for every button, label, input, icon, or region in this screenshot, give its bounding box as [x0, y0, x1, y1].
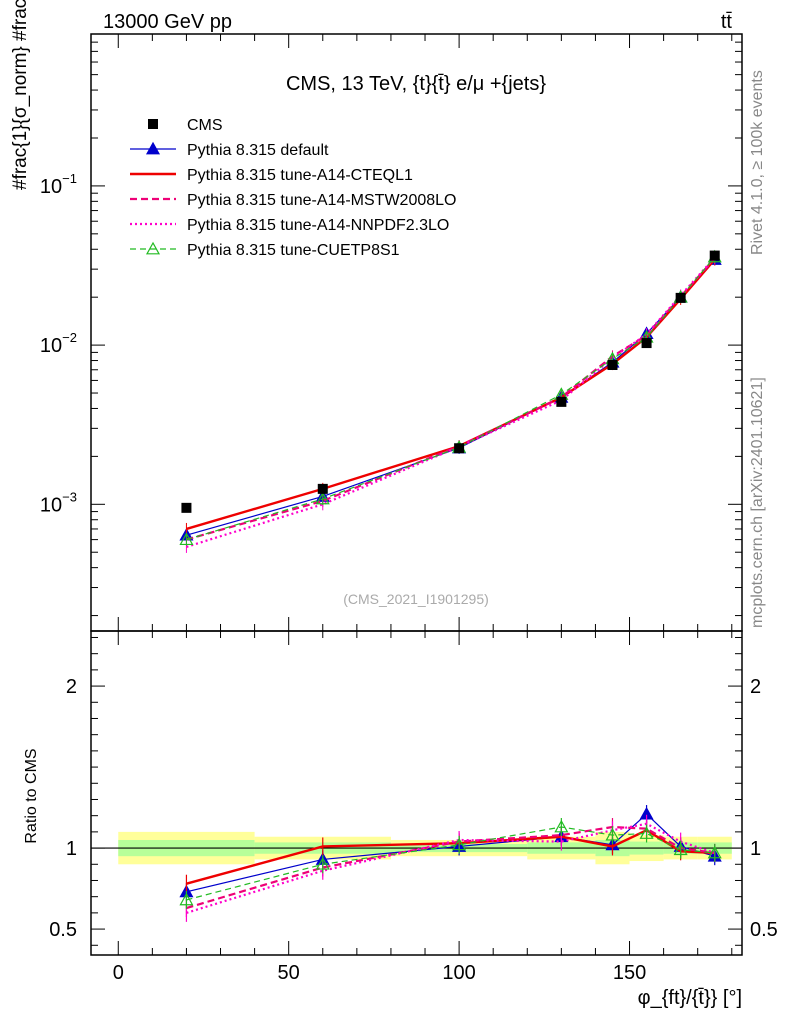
- legend-label: Pythia 8.315 tune-A14-NNPDF2.3LO: [187, 217, 449, 234]
- mcplots-label: mcplots.cern.ch [arXiv:2401.10621]: [749, 377, 766, 628]
- ratio-y-axis-label: Ratio to CMS: [23, 748, 40, 843]
- ratio-marker: [315, 857, 330, 870]
- data-point: [454, 443, 465, 454]
- x-tick-label: 100: [442, 962, 475, 984]
- y-tick-exponent: −1: [62, 171, 77, 186]
- ratio-y-tick-label-right: 2: [750, 676, 761, 698]
- series-line: [186, 256, 716, 541]
- ratio-marker: [452, 837, 467, 851]
- ratio-marker: [707, 845, 722, 859]
- legend-label: Pythia 8.315 tune-A14-CTEQL1: [187, 167, 413, 184]
- ratio-frame-border: [90, 630, 743, 956]
- legend-swatch: [148, 119, 158, 129]
- series-line: [186, 257, 716, 541]
- ratio-marker: [639, 826, 654, 839]
- analysis-watermark: (CMS_2021_I1901295): [343, 591, 489, 607]
- legend-label: Pythia 8.315 default: [187, 142, 329, 159]
- x-axis-label: φ_{ft}/{t̄}} [°]: [638, 987, 742, 1009]
- series-line: [186, 258, 716, 531]
- rivet-label: Rivet 4.1.0, ≥ 100k events: [749, 70, 766, 255]
- chart-title: CMS, 13 TeV, {t}{t̄} e/μ +{jets}: [286, 73, 546, 95]
- x-tick-label: 50: [278, 962, 300, 984]
- ratio-series-line: [186, 825, 715, 910]
- series-marker: [179, 532, 194, 546]
- data-point: [556, 396, 567, 407]
- main-plot-area: [179, 249, 722, 553]
- main-panel: 10−3 10−2 10−1: [40, 33, 743, 632]
- series-line: [186, 259, 716, 536]
- y-tick-label: 10−2: [40, 330, 77, 357]
- legend-label: Pythia 8.315 tune-CUETP8S1: [187, 242, 400, 259]
- data-point: [675, 292, 686, 303]
- ratio-y-tick-label-right: 0.5: [750, 919, 778, 941]
- ratio-y-tick-label: 2: [66, 676, 77, 698]
- legend-label: CMS: [187, 117, 223, 134]
- ratio-y-tick-label: 0.5: [49, 919, 77, 941]
- data-point: [181, 502, 192, 513]
- ratio-marker: [605, 827, 620, 841]
- data-point: [317, 483, 328, 494]
- ratio-series-line: [186, 822, 716, 914]
- ratio-y-tick-label-right: 1: [750, 838, 761, 860]
- y-tick-exponent: −2: [62, 330, 77, 345]
- legend: CMS Pythia 8.315 default Pythia 8.315 tune…: [130, 117, 456, 259]
- y-tick-label: 10−1: [40, 171, 77, 198]
- ratio-marker: [673, 842, 688, 856]
- legend-label: Pythia 8.315 tune-A14-MSTW2008LO: [187, 192, 456, 209]
- series-marker: [315, 491, 330, 505]
- y-tick-label: 10−3: [40, 489, 77, 516]
- data-point: [709, 250, 720, 261]
- legend-marker: [145, 241, 161, 255]
- y-tick-exponent: −3: [62, 489, 77, 504]
- ratio-marker: [554, 819, 569, 833]
- ratio-series-line: [186, 826, 715, 901]
- ratio-marker: [179, 892, 194, 906]
- ratio-panel: 0 50 100 150 0.5 0.5 1 1 2 2: [49, 630, 778, 984]
- header-process: tt̄: [721, 11, 733, 33]
- x-tick-label: 0: [113, 962, 124, 984]
- y-axis-label: #frac{1}{σ_norm} #frac{dσ}{dφ_{ft}/{t}}: [10, 0, 31, 190]
- ratio-plot-area: [91, 805, 742, 922]
- data-point: [607, 359, 618, 370]
- ratio-y-tick-label: 1: [66, 838, 77, 860]
- ratio-series-line: [186, 828, 715, 885]
- data-point: [641, 338, 652, 349]
- legend-marker: [145, 141, 161, 155]
- series-line: [186, 256, 716, 548]
- x-tick-label: 150: [613, 962, 646, 984]
- header-energy: 13000 GeV pp: [103, 11, 232, 33]
